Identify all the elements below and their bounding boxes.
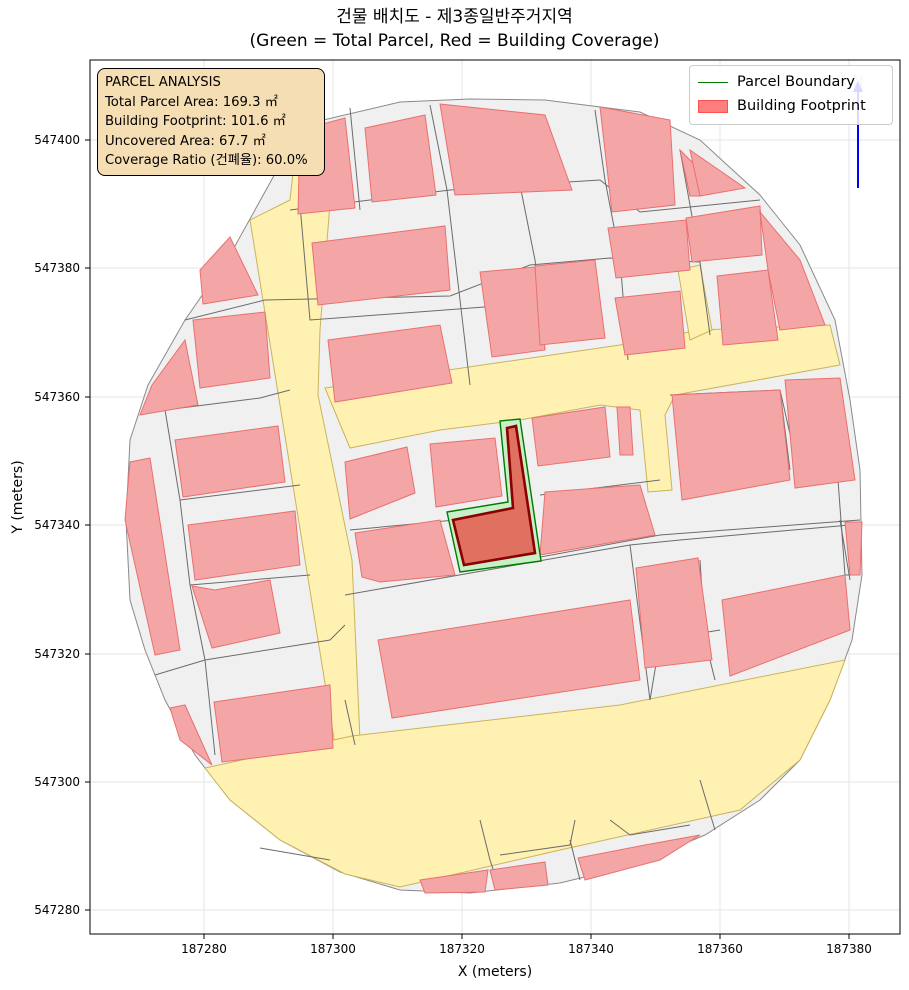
x-ticks [203, 934, 850, 939]
analysis-heading: PARCEL ANALYSIS [105, 75, 221, 90]
parcel-analysis-box: PARCEL ANALYSIS Total Parcel Area: 169.3… [97, 68, 325, 176]
legend: Parcel Boundary Building Footprint [689, 65, 893, 125]
y-tick-label: 547400 [34, 133, 80, 147]
legend-item-building: Building Footprint [698, 98, 866, 114]
chart-title: 건물 배치도 - 제3종일반주거지역 [336, 7, 573, 27]
analysis-uncovered: Uncovered Area: 67.7 ㎡ [105, 133, 266, 149]
y-tick-label: 547280 [34, 903, 80, 917]
y-tick-label: 547340 [34, 518, 80, 532]
x-tick-label: 187340 [568, 942, 614, 956]
analysis-ratio: Coverage Ratio (건폐율): 60.0% [105, 153, 308, 168]
legend-item-parcel: Parcel Boundary [698, 74, 855, 90]
y-ticks [85, 139, 90, 911]
x-axis-label: X (meters) [458, 964, 532, 980]
legend-patch-swatch [698, 99, 728, 113]
y-axis-label: Y (meters) [10, 460, 26, 534]
x-tick-label: 187320 [439, 942, 485, 956]
y-tick-label: 547360 [34, 390, 80, 404]
y-tick-label: 547300 [34, 775, 80, 789]
plot-frame [89, 59, 901, 935]
analysis-total-area: Total Parcel Area: 169.3 ㎡ [105, 94, 278, 110]
legend-label: Parcel Boundary [737, 74, 855, 90]
legend-line-swatch [698, 81, 728, 83]
legend-label: Building Footprint [737, 98, 866, 114]
analysis-footprint: Building Footprint: 101.6 ㎡ [105, 114, 286, 129]
x-tick-label: 187300 [310, 942, 356, 956]
x-tick-label: 187380 [826, 942, 872, 956]
roads [204, 109, 846, 888]
x-tick-label: 187360 [697, 942, 743, 956]
target-building[interactable] [451, 424, 537, 567]
y-tick-label: 547320 [34, 647, 80, 661]
y-tick-label: 547380 [34, 261, 80, 275]
x-tick-label: 187280 [181, 942, 227, 956]
chart-subtitle: (Green = Total Parcel, Red = Building Co… [249, 31, 660, 51]
building-footprints [124, 103, 863, 894]
